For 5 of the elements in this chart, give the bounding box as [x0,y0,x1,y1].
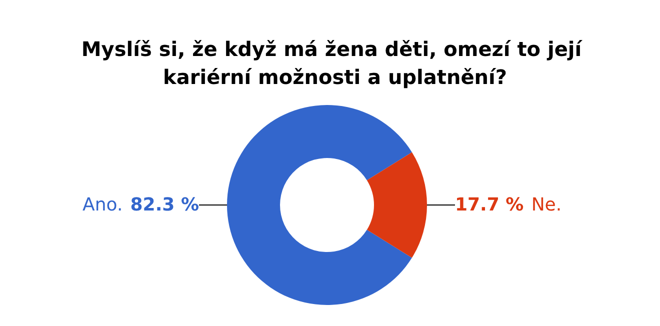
chart-title: Myslíš si, že když má žena děti, omezí to její kariérní možnosti a uplatnění? [81,37,589,89]
data-label: 82.3 % [130,194,199,216]
slice-label: Ne. [531,194,562,216]
data-label: 17.7 % [455,194,524,216]
slice-label: Ano. [82,194,123,216]
